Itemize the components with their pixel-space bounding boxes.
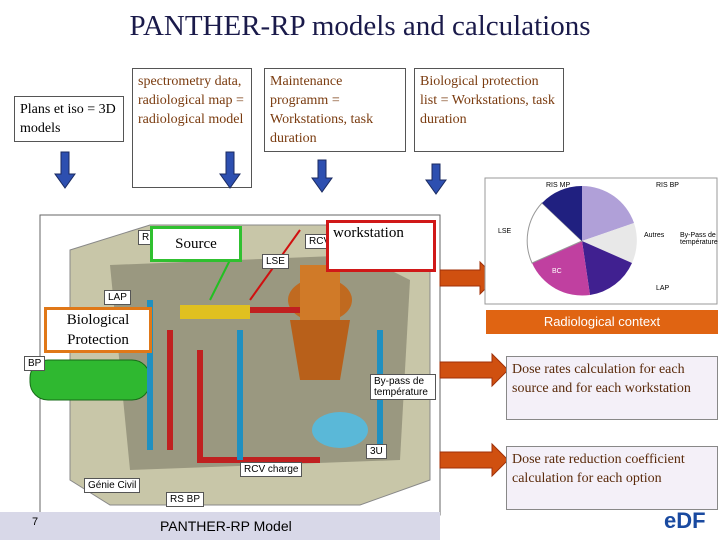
footer-caption: PANTHER-RP Model [160, 518, 292, 534]
source-label: Source [150, 226, 242, 262]
logo: eDF [664, 508, 706, 533]
input-box: Biological protection list = Workstation… [414, 68, 564, 152]
pie-label: Autres [644, 232, 665, 239]
model-render [29, 224, 431, 506]
output-arrows [439, 260, 509, 478]
model-label: Génie Civil [84, 478, 141, 493]
output-box: Dose rate reduction coefficient calculat… [506, 446, 718, 510]
pie-label: BC [552, 268, 562, 275]
model-label: RCV charge [240, 462, 303, 477]
pie-label: RIS MP [546, 182, 571, 189]
model-label: BP [24, 356, 46, 371]
protection-label: Biological Protection [44, 307, 152, 353]
input-box: Maintenance programm = Workstations, tas… [264, 68, 406, 152]
pie-label: RIS BP [656, 182, 679, 189]
input-arrows [54, 151, 447, 195]
output-box: Radiological context [486, 310, 718, 334]
title: PANTHER-RP models and calculations [129, 10, 591, 42]
workstation-text: workstation [333, 225, 404, 241]
page-number: 7 [32, 516, 39, 528]
pie-label: LSE [498, 228, 512, 235]
model-label: LSE [262, 254, 289, 269]
model-label: By-pass de température [370, 374, 436, 400]
workstation-label: workstation [326, 220, 436, 272]
input-box: Plans et iso = 3D models [14, 96, 124, 142]
output-box: Dose rates calculation for each source a… [506, 356, 718, 420]
model-label: 3U [366, 444, 387, 459]
footer-bar [0, 512, 440, 540]
pie-label: By-Pass de température [680, 232, 718, 246]
pie-label: LAP [656, 285, 670, 292]
pie [526, 185, 637, 296]
model-label: LAP [104, 290, 131, 305]
model-label: RS BP [166, 492, 205, 507]
